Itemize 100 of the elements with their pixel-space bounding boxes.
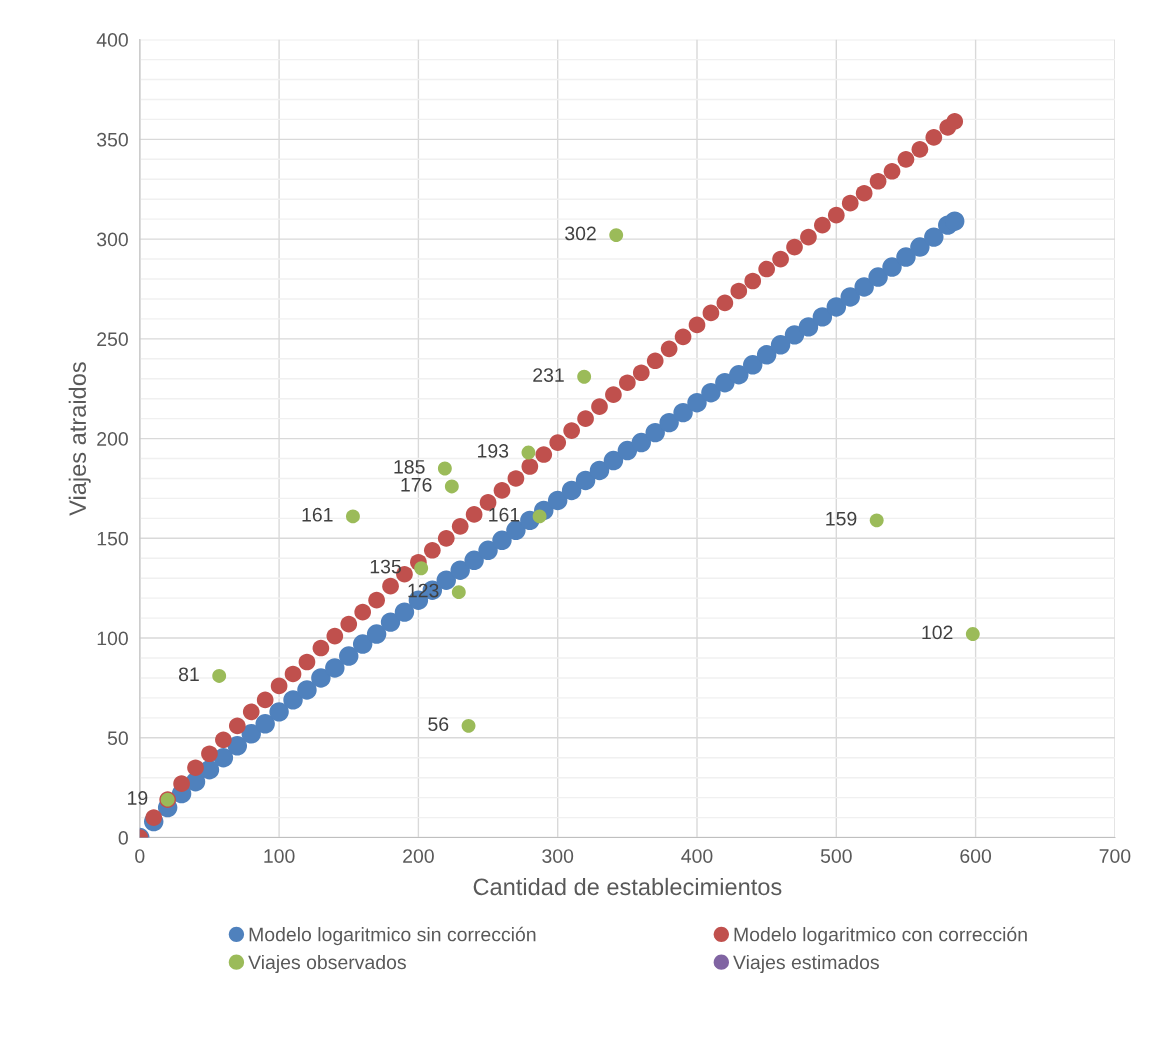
point <box>730 282 748 300</box>
point <box>577 369 592 384</box>
point <box>609 228 624 243</box>
point <box>869 513 884 528</box>
point <box>368 591 385 609</box>
point <box>673 402 693 423</box>
point <box>756 345 777 365</box>
point <box>561 480 582 501</box>
point <box>298 653 316 671</box>
x-axis-title: Cantidad de establecimientos <box>473 877 782 896</box>
point <box>270 677 288 695</box>
point <box>869 172 887 190</box>
point <box>798 317 819 337</box>
point <box>326 627 344 645</box>
point <box>354 603 372 621</box>
y-tick-label: 400 <box>96 33 128 47</box>
data-label: 19 <box>128 791 148 805</box>
point <box>603 450 624 471</box>
point <box>591 398 608 415</box>
data-label: 161 <box>302 507 333 522</box>
point <box>312 639 330 657</box>
point <box>173 775 190 792</box>
point <box>826 297 847 317</box>
data-label: 161 <box>489 507 520 522</box>
point <box>645 422 665 443</box>
point <box>450 560 470 580</box>
point <box>840 287 860 307</box>
point <box>256 691 274 709</box>
legend-label: Viajes observados <box>248 954 406 974</box>
y-tick-label: 0 <box>118 831 128 845</box>
point <box>868 267 888 287</box>
point <box>478 540 498 561</box>
y-tick-label: 200 <box>97 432 128 446</box>
point <box>814 216 831 234</box>
point <box>451 518 469 535</box>
legend-label: Viajes estimados <box>733 954 879 974</box>
point <box>687 392 707 413</box>
point <box>227 736 248 756</box>
point <box>535 446 553 463</box>
point <box>841 194 859 212</box>
x-tick-label: 300 <box>542 849 574 863</box>
point <box>461 718 476 733</box>
point <box>201 745 218 763</box>
point <box>605 386 622 404</box>
point <box>507 470 525 487</box>
point <box>269 702 289 722</box>
point <box>965 627 980 642</box>
point <box>617 440 638 461</box>
point <box>464 550 484 570</box>
point <box>521 458 539 475</box>
legend-label: Modelo logaritmico sin corrección <box>249 926 536 946</box>
data-label: 159 <box>826 511 857 526</box>
point <box>882 257 902 277</box>
y-tick-label: 150 <box>97 531 128 546</box>
point <box>883 162 901 180</box>
x-tick-label: 0 <box>135 849 145 863</box>
data-label: 102 <box>922 625 953 640</box>
x-tick-label: 200 <box>403 849 434 863</box>
point <box>619 374 636 392</box>
point <box>800 228 817 246</box>
point <box>506 520 526 541</box>
point <box>589 460 610 481</box>
point <box>255 714 275 734</box>
point <box>547 490 568 511</box>
legend-label: Modelo logaritmico con corrección <box>734 926 1027 946</box>
point <box>424 541 441 559</box>
point <box>283 690 303 710</box>
point <box>242 703 260 721</box>
y-axis-title: Viajes atraidos <box>68 362 91 516</box>
point <box>743 355 763 375</box>
point <box>910 237 930 257</box>
point <box>465 506 483 523</box>
data-label: 176 <box>401 477 432 492</box>
data-label: 81 <box>178 667 199 682</box>
y-tick-label: 350 <box>96 132 128 147</box>
point <box>241 724 261 744</box>
point <box>437 529 455 547</box>
point <box>284 665 302 683</box>
point <box>345 509 360 524</box>
y-tick-label: 100 <box>97 631 128 646</box>
point <box>855 184 873 202</box>
point <box>632 364 650 382</box>
data-label: 231 <box>533 368 564 382</box>
point <box>575 470 596 491</box>
point <box>772 250 789 268</box>
point <box>827 206 845 224</box>
point <box>577 410 594 427</box>
x-tick-label: 600 <box>960 849 992 863</box>
data-label: 56 <box>428 717 449 732</box>
point <box>493 482 511 499</box>
data-label: 135 <box>370 559 401 574</box>
point <box>297 680 317 700</box>
point <box>770 335 791 355</box>
point <box>325 658 345 678</box>
point <box>854 277 874 297</box>
point <box>674 328 692 346</box>
point <box>563 422 580 439</box>
x-tick-label: 400 <box>681 849 713 863</box>
point <box>437 461 452 476</box>
point <box>215 731 232 749</box>
